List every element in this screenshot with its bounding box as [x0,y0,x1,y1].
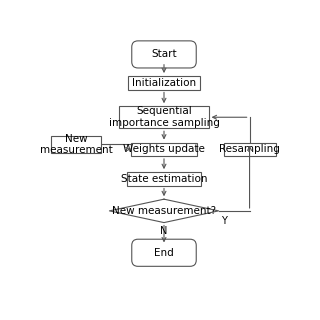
Text: Y: Y [221,216,227,226]
Bar [51,136,101,153]
Text: Sequential
importance sampling: Sequential importance sampling [108,107,220,128]
Text: State estimation: State estimation [121,174,207,184]
Text: N: N [160,226,168,236]
Text: New measurement?: New measurement? [112,206,216,216]
Text: End: End [154,248,174,258]
FancyBboxPatch shape [132,239,196,266]
Bar [131,142,197,156]
Bar [119,106,209,128]
Bar [224,142,276,156]
Text: Start: Start [151,49,177,60]
Text: Weights update: Weights update [123,144,205,154]
Bar [128,76,200,90]
Text: Initialization: Initialization [132,78,196,88]
Polygon shape [109,199,219,223]
Text: New
measurement: New measurement [40,133,112,155]
FancyBboxPatch shape [132,41,196,68]
Bar [127,172,201,186]
Text: Resampling: Resampling [219,144,280,154]
